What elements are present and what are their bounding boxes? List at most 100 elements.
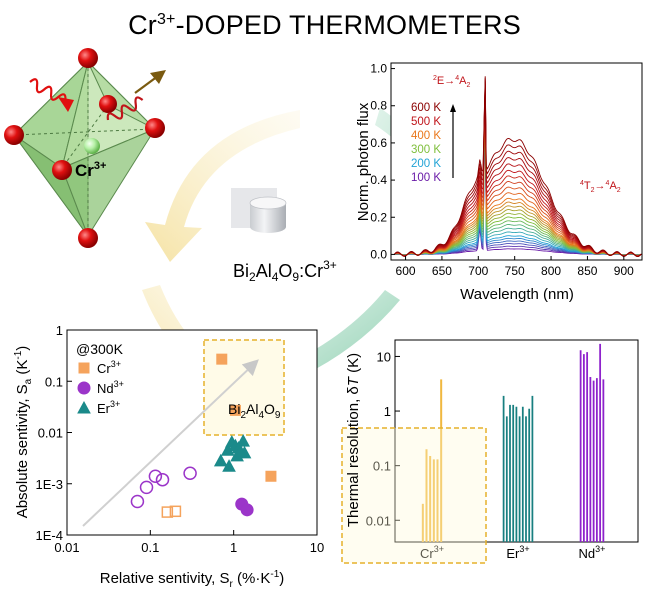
crystal-ion-label: Cr3+ [75, 160, 106, 180]
cr-highlight-box [341, 427, 487, 564]
x-tick-label: 850 [577, 264, 597, 278]
data-point [233, 444, 248, 458]
resolution-y-label: Thermal resolution, δT (K) [345, 353, 362, 527]
legend-entry: 400 K [411, 130, 441, 142]
x-tick-label: 10 [310, 540, 324, 555]
spectrum-chart: 600 650 700 750 800 850 900 0.0 0.2 0.4 0.6 0.8 1.0… [355, 62, 643, 303]
sensitivity-chart: 0.01 0.1 1 10 1E-4 1E-3 0.01 0.1 1 @300K Cr3+ Nd… [13, 323, 324, 590]
legend-marker [77, 381, 91, 395]
spectrum-x-ticks: 600 650 700 750 800 850 900 [396, 256, 634, 278]
t-transition-label: 4T2→4A2 [580, 180, 621, 194]
oxygen-sphere [78, 48, 98, 68]
legend-entry: 600 K [411, 102, 441, 114]
y-tick-label: 0.0 [370, 247, 387, 261]
emission-wave-icon [106, 96, 144, 121]
sample-formula: Bi2Al4O9:Cr3+ [233, 258, 337, 284]
highlight-formula: Bi2Al4O9 [228, 401, 281, 421]
y-tick-label: 0.1 [373, 459, 391, 474]
oxygen-sphere [145, 118, 165, 138]
x-tick-label: 750 [505, 264, 525, 278]
spectrum-line [394, 76, 642, 258]
data-point [213, 453, 228, 467]
spectrum-x-label: Wavelength (nm) [460, 286, 574, 303]
category-label: Er3+ [506, 544, 529, 561]
sensitivity-x-label: Relative sentivity, Sr (%·K-1) [100, 569, 285, 590]
data-point [222, 459, 236, 472]
data-point [229, 404, 241, 416]
x-tick-label: 1 [230, 540, 237, 555]
y-tick-label: 1 [384, 404, 391, 419]
legend-entry: 500 K [411, 116, 441, 128]
sensitivity-legend: Cr3+ Nd3+ Er3+ [77, 359, 124, 416]
y-tick-label: 0.01 [38, 426, 63, 441]
page-title: Cr3+-DOPED THERMOMETERS [0, 10, 649, 41]
x-tick-label: 650 [432, 264, 452, 278]
y-tick-label: 0.2 [370, 210, 387, 224]
title-charge: 3+ [156, 11, 176, 28]
excitation-wave-icon [29, 78, 67, 101]
legend-marker [77, 400, 91, 414]
spectrum-y-label: Norm. photon flux [355, 102, 372, 221]
data-point [240, 503, 254, 517]
oxygen-sphere [52, 160, 72, 180]
sensitivity-x-ticks: 0.01 0.1 1 10 [54, 530, 324, 555]
sensitivity-points [130, 353, 277, 518]
data-point [183, 466, 197, 481]
resolution-bars [421, 343, 605, 542]
y-tick-label: 10 [377, 349, 391, 364]
data-point [236, 434, 251, 447]
category-label: Nd3+ [579, 544, 606, 561]
y-tick-label: 0.1 [45, 374, 63, 389]
x-tick-label: 900 [614, 264, 634, 278]
y-tick-label: 0.8 [370, 99, 387, 113]
spectrum-frame [390, 62, 643, 261]
y-tick-label: 0.6 [370, 136, 387, 150]
y-tick-label: 0.01 [366, 513, 391, 528]
legend-entry: 100 K [411, 172, 441, 184]
excitation-arrowhead-icon [58, 97, 74, 112]
legend-entry: 300 K [411, 144, 441, 156]
spectrum-curves [394, 76, 642, 258]
emission-arrowhead-icon [150, 70, 166, 84]
resolution-y-ticks: 0.01 0.1 1 10 [366, 349, 400, 528]
y-tick-label: 0.4 [370, 173, 387, 187]
data-point [130, 494, 145, 509]
data-point [265, 470, 277, 482]
title-main: -DOPED THERMOMETERS [175, 10, 521, 40]
sensitivity-y-ticks: 1E-4 1E-3 0.01 0.1 1 [36, 323, 72, 543]
resolution-category-labels: Cr3+ Er3+ Nd3+ [420, 544, 605, 561]
data-point [148, 469, 163, 484]
e-transition-label: 2E→4A2 [433, 75, 471, 89]
legend-entry: 200 K [411, 158, 441, 170]
oxygen-sphere [78, 228, 98, 248]
category-label: Cr3+ [420, 544, 444, 561]
data-point [139, 480, 154, 495]
y-tick-label: 1.0 [370, 62, 387, 76]
sample-pellet [231, 188, 287, 233]
sensitivity-y-label: Absolute sentivity, Sa (K-1) [13, 346, 34, 519]
oxygen-sphere [4, 125, 24, 145]
y-tick-label: 1E-3 [36, 477, 63, 492]
y-tick-label: 1E-4 [36, 528, 63, 543]
data-point [155, 472, 170, 487]
temperature-arrowhead-icon [450, 104, 456, 112]
cr-ion-sphere [84, 138, 100, 154]
spectrum-legend: 600 K 500 K 400 K 300 K 200 K 100 K [411, 102, 441, 184]
trend-arrow [82, 359, 259, 527]
title-ion: Cr [128, 10, 157, 40]
oxygen-sphere [99, 95, 117, 113]
x-tick-label: 600 [396, 264, 416, 278]
legend-label: Cr3+ [97, 359, 121, 376]
x-tick-label: 0.01 [54, 540, 79, 555]
x-tick-label: 700 [468, 264, 488, 278]
data-point [169, 505, 182, 518]
x-tick-label: 800 [541, 264, 561, 278]
y-tick-label: 1 [56, 323, 63, 338]
data-point [161, 506, 174, 518]
legend-marker [78, 362, 90, 374]
octahedron-crystal: Cr3+ [4, 48, 166, 248]
resolution-chart: 0.01 0.1 1 10 Cr3+ Er3+ Nd3+ Thermal resoluti… [341, 339, 639, 564]
condition-label: @300K [76, 341, 124, 357]
yellow-cycle-arrow [145, 110, 300, 262]
